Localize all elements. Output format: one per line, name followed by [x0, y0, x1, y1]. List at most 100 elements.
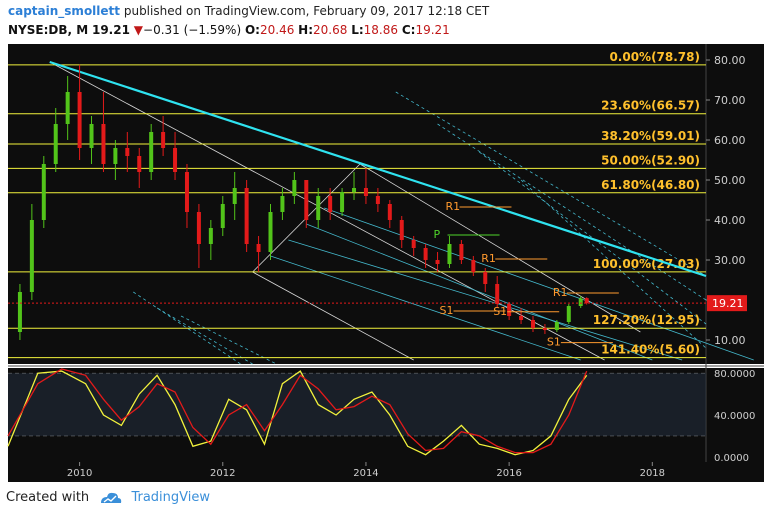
candle-body — [507, 304, 512, 316]
channel-line — [324, 207, 754, 361]
low-label: L: — [351, 23, 364, 37]
pivot-label: S1 — [440, 304, 454, 317]
candle-body — [53, 124, 58, 164]
candle-body — [316, 196, 321, 220]
chart-header: captain_smollett published on TradingVie… — [8, 4, 758, 40]
candle-body — [387, 204, 392, 220]
candle-body — [292, 180, 297, 196]
channel-line — [270, 255, 581, 361]
candle-body — [89, 124, 94, 148]
time-axis-label: 2010 — [67, 468, 92, 479]
created-with-label: Created with — [6, 490, 90, 505]
price-axis-label: 80.00 — [714, 54, 746, 67]
candle-body — [220, 204, 225, 228]
fib-level-label: 141.40%(5.60) — [601, 343, 700, 357]
time-axis-label: 2016 — [496, 468, 521, 479]
candle-body — [340, 192, 345, 212]
fib-level-label: 50.00%(52.90) — [601, 153, 700, 167]
candle-body — [519, 316, 524, 320]
channel-line — [288, 239, 683, 361]
price-axis-label: 40.00 — [714, 214, 746, 227]
pivot-label: R1 — [481, 252, 496, 265]
candle-body — [578, 298, 583, 306]
candle-body — [161, 132, 166, 148]
high-value: 20.68 — [313, 23, 348, 37]
candle-body — [530, 320, 535, 328]
candle-body — [471, 260, 476, 272]
candle-body — [411, 240, 416, 248]
fib-level-label: 0.00%(78.78) — [609, 50, 700, 64]
high-label: H: — [298, 23, 314, 37]
price-pane-bg — [8, 44, 706, 364]
candle-body — [232, 188, 237, 204]
candle-body — [363, 188, 368, 196]
candle-body — [244, 188, 249, 244]
close-label: C: — [401, 23, 416, 37]
fib-level-label: 100.00%(27.03) — [593, 257, 700, 271]
candle-body — [173, 148, 178, 172]
channel-dashed-line — [395, 91, 707, 277]
candle-body — [256, 244, 261, 252]
fib-level-label: 61.80%(46.80) — [601, 178, 700, 192]
time-axis-label: 2014 — [353, 468, 378, 479]
candle-body — [328, 196, 333, 212]
candle-body — [17, 292, 22, 332]
candle-body — [196, 212, 201, 244]
candle-body — [352, 188, 357, 192]
candle-body — [77, 92, 82, 148]
pitchfork-line — [359, 163, 641, 333]
candle-body — [304, 180, 309, 220]
last-price: 19.21 — [91, 23, 130, 37]
author-link[interactable]: captain_smollett — [8, 4, 121, 18]
candle-body — [435, 260, 440, 264]
channel-line — [306, 223, 653, 361]
stoch-d-line — [7, 368, 588, 454]
fib-level-label: 127.20%(12.95) — [593, 313, 700, 327]
last-price-tag — [707, 295, 747, 312]
pivot-label: S1 — [493, 305, 507, 318]
candle-body — [29, 220, 34, 292]
symbol-label[interactable]: NYSE:DB, M — [8, 23, 89, 37]
candle-body — [447, 244, 452, 264]
candle-body — [125, 148, 130, 156]
candle-body — [495, 284, 500, 304]
candle-body — [184, 172, 189, 212]
pitchfork-line — [49, 61, 605, 361]
price-axis-label: 70.00 — [714, 94, 746, 107]
candle-body — [584, 298, 589, 304]
pivot-label: P — [434, 228, 441, 241]
fib-level-label: 38.20%(59.01) — [601, 129, 700, 143]
open-value: 20.46 — [259, 23, 295, 37]
tradingview-brand-link[interactable]: TradingView — [131, 490, 210, 505]
channel-dashed-line — [156, 307, 253, 365]
last-price-tag-label: 19.21 — [712, 297, 744, 310]
candle-body — [483, 272, 488, 284]
candle-body — [375, 196, 380, 204]
low-value: 18.86 — [363, 23, 399, 37]
price-axis-label: 30.00 — [714, 254, 746, 267]
candle-body — [208, 228, 213, 244]
stoch-axis-label: 80.0000 — [714, 369, 755, 380]
symbol-line: NYSE:DB, M 19.21 ▼−0.31 (−1.59%) O:20.46… — [8, 23, 450, 37]
tradingview-logo-icon — [101, 492, 122, 503]
open-label: O: — [244, 23, 260, 37]
published-text: published on TradingView.com, February 0… — [120, 4, 490, 18]
candle-body — [268, 212, 273, 252]
down-arrow-icon: ▼ — [133, 23, 144, 37]
candle-body — [137, 156, 142, 172]
time-axis-label: 2012 — [210, 468, 235, 479]
fib-level-label: 23.60%(66.57) — [601, 99, 700, 113]
price-axis-bg — [706, 44, 764, 364]
candle-body — [65, 92, 70, 124]
candle-body — [280, 196, 285, 212]
price-axis-label: 10.00 — [714, 334, 746, 347]
price-axis-label: 50.00 — [714, 174, 746, 187]
close-value: 19.21 — [415, 23, 450, 37]
candle-body — [113, 148, 118, 164]
candle-body — [101, 124, 106, 164]
publish-line: captain_smollett published on TradingVie… — [8, 4, 489, 18]
candle-body — [566, 306, 571, 322]
candle-body — [399, 220, 404, 240]
candle-body — [554, 322, 559, 330]
